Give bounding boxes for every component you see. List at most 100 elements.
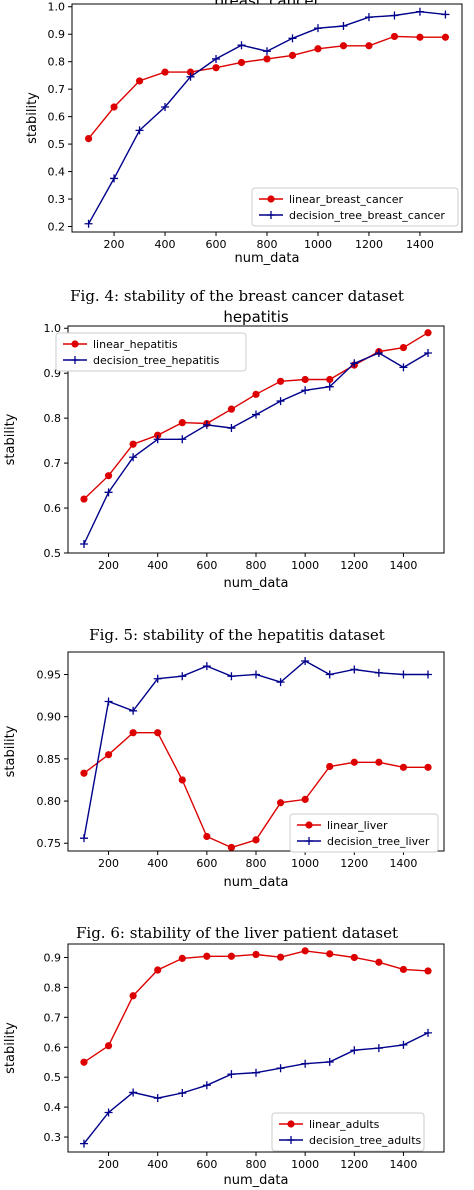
data-point xyxy=(301,1059,310,1068)
data-point xyxy=(227,424,236,433)
data-point xyxy=(325,670,334,679)
data-point xyxy=(104,488,113,497)
y-tick-label: 0.7 xyxy=(44,1011,62,1024)
x-tick-label: 400 xyxy=(147,559,168,572)
data-point xyxy=(203,832,211,841)
data-point xyxy=(84,135,93,143)
data-point xyxy=(178,672,187,681)
data-point xyxy=(252,836,260,844)
data-point xyxy=(161,103,170,112)
y-tick-label: 0.85 xyxy=(37,753,62,766)
x-tick-label: 1000 xyxy=(291,857,319,870)
data-point xyxy=(154,431,162,439)
legend-label: linear_adults xyxy=(309,1118,380,1131)
data-point xyxy=(424,763,432,771)
data-point xyxy=(129,706,138,715)
data-point xyxy=(80,1058,88,1066)
y-axis-label: stability xyxy=(25,92,40,144)
data-point xyxy=(104,472,113,480)
x-tick-label: 800 xyxy=(257,238,278,251)
data-point xyxy=(252,410,260,419)
data-point xyxy=(80,495,88,503)
data-point xyxy=(399,343,408,352)
y-tick-label: 0.8 xyxy=(44,981,62,994)
x-tick-label: 600 xyxy=(196,857,217,870)
figure-caption: Fig. 5: stability of the hepatitis datas… xyxy=(89,626,385,644)
y-tick-label: 0.4 xyxy=(48,166,66,179)
data-point xyxy=(350,758,358,766)
x-tick-label: 1000 xyxy=(304,238,332,251)
data-point xyxy=(202,662,211,671)
x-tick-label: 400 xyxy=(155,238,176,251)
data-point xyxy=(237,41,246,50)
data-point xyxy=(227,672,236,681)
data-point xyxy=(135,77,144,85)
y-tick-label: 1.0 xyxy=(48,1,66,14)
data-point xyxy=(339,21,348,30)
data-point xyxy=(80,769,88,777)
y-tick-label: 0.6 xyxy=(48,111,66,124)
adults-panel: adults2004006008001000120014000.30.40.50… xyxy=(3,943,445,1188)
data-point xyxy=(325,382,334,391)
data-point xyxy=(326,950,334,958)
data-point xyxy=(178,435,187,444)
data-point xyxy=(350,953,358,962)
y-tick-label: 0.3 xyxy=(48,193,66,206)
x-tick-label: 1000 xyxy=(291,559,319,572)
data-point xyxy=(365,42,373,50)
data-point xyxy=(178,954,186,962)
x-tick-label: 1400 xyxy=(389,1158,417,1171)
data-point xyxy=(252,1068,260,1077)
data-point xyxy=(178,776,186,784)
legend-box xyxy=(251,187,459,227)
data-point xyxy=(276,678,285,687)
plot-frame xyxy=(67,943,445,1153)
x-tick-label: 800 xyxy=(246,1158,267,1171)
data-point xyxy=(227,1070,236,1079)
data-point xyxy=(186,72,195,81)
x-axis-label: num_data xyxy=(224,576,289,591)
data-point xyxy=(288,34,297,43)
data-point xyxy=(350,665,359,674)
data-point xyxy=(178,419,186,427)
data-point xyxy=(129,453,138,462)
y-tick-label: 0.9 xyxy=(44,951,62,964)
data-point xyxy=(424,348,433,357)
data-point xyxy=(424,1028,433,1037)
data-point xyxy=(276,799,285,807)
data-point xyxy=(424,670,433,679)
y-tick-label: 0.5 xyxy=(44,547,62,560)
x-tick-label: 600 xyxy=(206,238,227,251)
data-point xyxy=(399,670,408,679)
legend-label: decision_tree_adults xyxy=(309,1134,422,1147)
data-point xyxy=(227,405,236,413)
data-point xyxy=(153,435,162,444)
x-tick-label: 800 xyxy=(246,559,267,572)
liver-panel: liver2004006008001000120014000.750.800.8… xyxy=(3,649,445,942)
data-point xyxy=(390,11,399,20)
data-point xyxy=(276,377,285,385)
data-point xyxy=(374,1044,383,1053)
legend-marker xyxy=(71,356,79,364)
x-tick-label: 600 xyxy=(196,1158,217,1171)
y-tick-label: 0.3 xyxy=(44,1131,62,1144)
data-point xyxy=(154,966,162,974)
legend-label: decision_tree_hepatitis xyxy=(93,354,220,367)
y-tick-label: 0.7 xyxy=(48,83,66,96)
data-point xyxy=(202,1081,211,1090)
x-tick-label: 1200 xyxy=(340,857,368,870)
y-tick-label: 0.4 xyxy=(44,1101,62,1114)
legend-box xyxy=(271,1112,425,1152)
data-point xyxy=(186,68,195,76)
data-point xyxy=(301,947,309,955)
data-point xyxy=(441,10,450,19)
x-tick-label: 1400 xyxy=(389,559,417,572)
x-axis-label: num_data xyxy=(235,251,300,266)
legend-marker xyxy=(71,340,79,348)
data-point xyxy=(84,219,93,228)
data-point xyxy=(326,762,334,771)
data-point xyxy=(104,751,113,759)
x-axis-label: num_data xyxy=(224,875,289,890)
data-point xyxy=(104,1108,113,1117)
data-point xyxy=(79,540,88,549)
